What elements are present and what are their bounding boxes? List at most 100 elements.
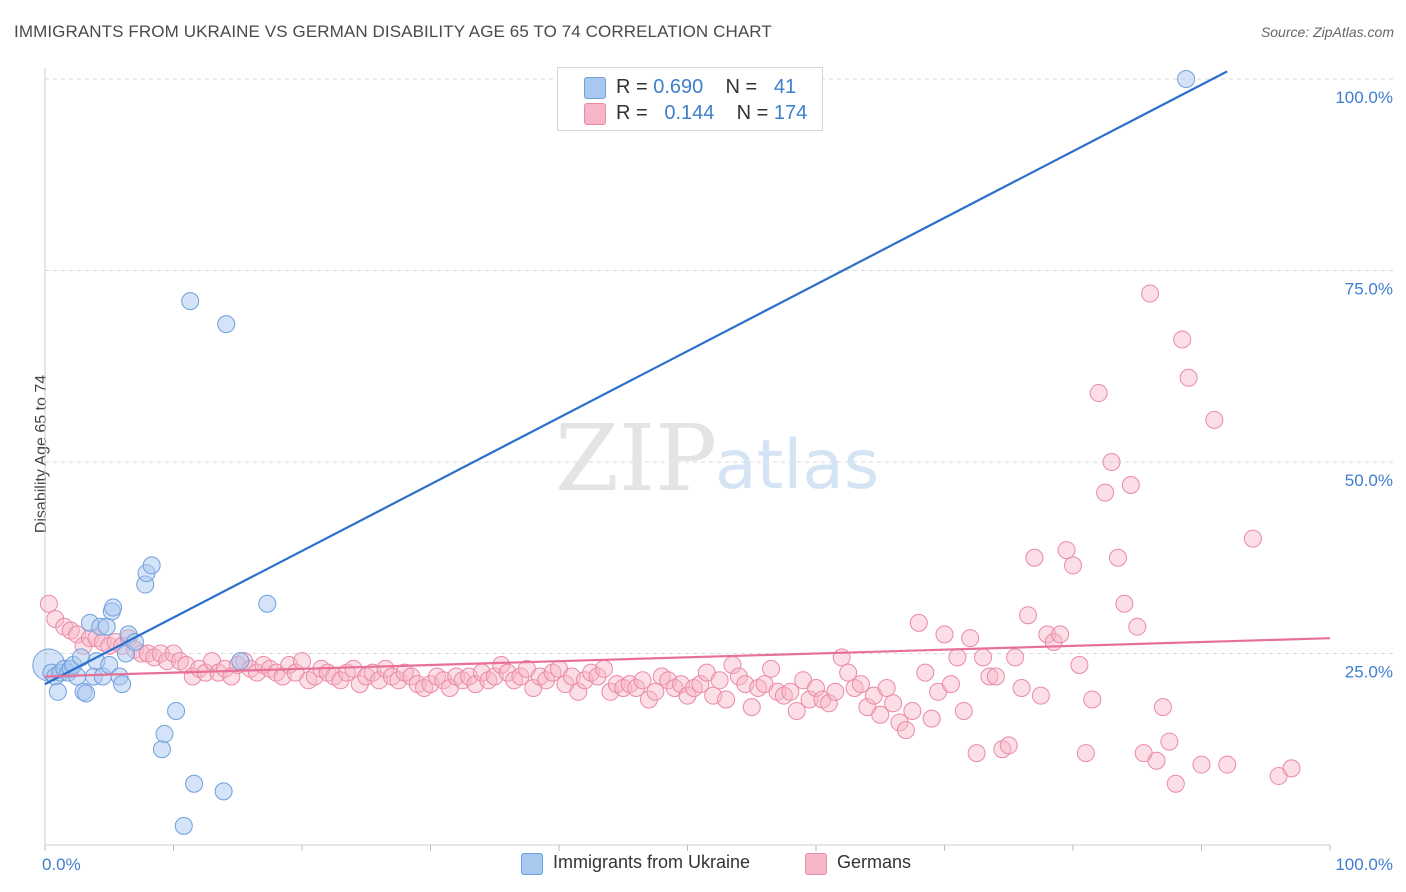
tick-labels: 25.0% 50.0% 75.0% 100.0% 0.0% 100.0%	[42, 88, 1393, 874]
germans-point	[742, 698, 761, 717]
germans-point	[492, 655, 511, 674]
ukraine-point	[125, 633, 144, 652]
ukraine-point	[104, 598, 123, 617]
germans-point	[691, 675, 710, 694]
legend-r-label: R =	[616, 76, 648, 98]
germans-point	[1083, 690, 1102, 709]
chart-title: IMMIGRANTS FROM UKRAINE VS GERMAN DISABI…	[14, 22, 772, 41]
germans-point	[1096, 483, 1115, 502]
legend-r-label: R =	[616, 102, 648, 124]
germans-point	[646, 682, 665, 701]
germans-point	[46, 610, 65, 629]
germans-point	[1173, 330, 1192, 349]
germans-point	[871, 705, 890, 724]
germans-point	[903, 701, 922, 720]
germans-point	[1076, 744, 1095, 763]
germans-point	[158, 652, 177, 671]
legend-n-label: N =	[725, 76, 758, 98]
germans-point	[819, 694, 838, 713]
germans-point	[729, 667, 748, 686]
legend-n-value: 41	[773, 76, 797, 98]
trend-lines	[44, 70, 1331, 686]
y-tick-label: 75.0%	[1345, 280, 1393, 299]
ukraine-point	[142, 556, 161, 575]
germans-point	[710, 671, 729, 690]
germans-point	[935, 625, 954, 644]
y-tick-label: 50.0%	[1345, 471, 1393, 490]
germans-point	[1006, 648, 1025, 667]
germans-point	[1282, 759, 1301, 778]
germans-point	[890, 713, 909, 732]
ukraine-point	[113, 675, 132, 694]
germans-point	[222, 667, 241, 686]
germans-point	[569, 682, 588, 701]
germans-point	[1051, 625, 1070, 644]
germans-point	[1205, 410, 1224, 429]
germans-trend-line	[44, 637, 1331, 678]
ukraine-point	[167, 701, 186, 720]
germans-point	[717, 690, 736, 709]
x-tick-label: 0.0%	[42, 855, 81, 874]
germans-point	[877, 678, 896, 697]
legend-r-value: 0.690	[653, 76, 704, 98]
germans-point	[896, 721, 915, 740]
germans-point	[1153, 698, 1172, 717]
germans-point	[627, 678, 646, 697]
germans-point	[986, 667, 1005, 686]
germans-point	[639, 690, 658, 709]
ukraine-point	[174, 816, 193, 835]
germans-point	[1115, 594, 1134, 613]
germans-point	[909, 613, 928, 632]
y-tick-label: 100.0%	[1335, 88, 1393, 107]
germans-point	[1166, 774, 1185, 793]
ukraine-point	[214, 782, 233, 801]
germans-point	[980, 667, 999, 686]
germans-point	[826, 682, 845, 701]
ukraine-point	[217, 315, 236, 334]
y-tick-label: 25.0%	[1345, 663, 1393, 682]
germans-point	[376, 659, 395, 678]
gridlines	[45, 78, 1395, 654]
germans-point	[1031, 686, 1050, 705]
watermark-zip: ZIP	[555, 405, 717, 512]
germans-point	[916, 663, 935, 682]
germans-point	[800, 690, 819, 709]
germans-point	[948, 648, 967, 667]
germans-point	[999, 736, 1018, 755]
ukraine-point	[155, 724, 174, 743]
bottom-legend-label-germans: Germans	[837, 852, 912, 872]
ukraine-point	[231, 652, 250, 671]
germans-point	[922, 709, 941, 728]
germans-point	[807, 678, 825, 697]
germans-point	[839, 663, 858, 682]
germans-point	[1025, 548, 1044, 567]
germans-point	[1057, 541, 1076, 560]
germans-point	[941, 675, 960, 694]
ukraine-point	[258, 594, 277, 613]
germans-point	[1070, 655, 1089, 674]
germans-point	[594, 659, 613, 678]
germans-point	[967, 744, 986, 763]
axes	[44, 68, 1331, 851]
germans-point	[537, 671, 556, 690]
germans-point	[1147, 751, 1166, 770]
germans-point	[974, 648, 993, 667]
germans-point	[787, 701, 806, 720]
legend-r-value: 0.144	[664, 102, 715, 124]
bottom-legend-swatch-germans	[805, 853, 827, 875]
germans-point	[1064, 556, 1082, 575]
germans-point	[350, 675, 369, 694]
germans-point	[1218, 755, 1237, 774]
germans-point	[1019, 606, 1038, 625]
ukraine-point	[77, 684, 96, 703]
germans-point	[1121, 475, 1140, 494]
germans-point	[164, 644, 183, 663]
germans-point	[954, 701, 973, 720]
germans-point	[1192, 755, 1211, 774]
germans-point	[511, 667, 530, 686]
germans-point	[762, 659, 781, 678]
germans-point	[1038, 625, 1057, 644]
germans-point	[1243, 529, 1262, 548]
germans-point	[39, 594, 58, 613]
